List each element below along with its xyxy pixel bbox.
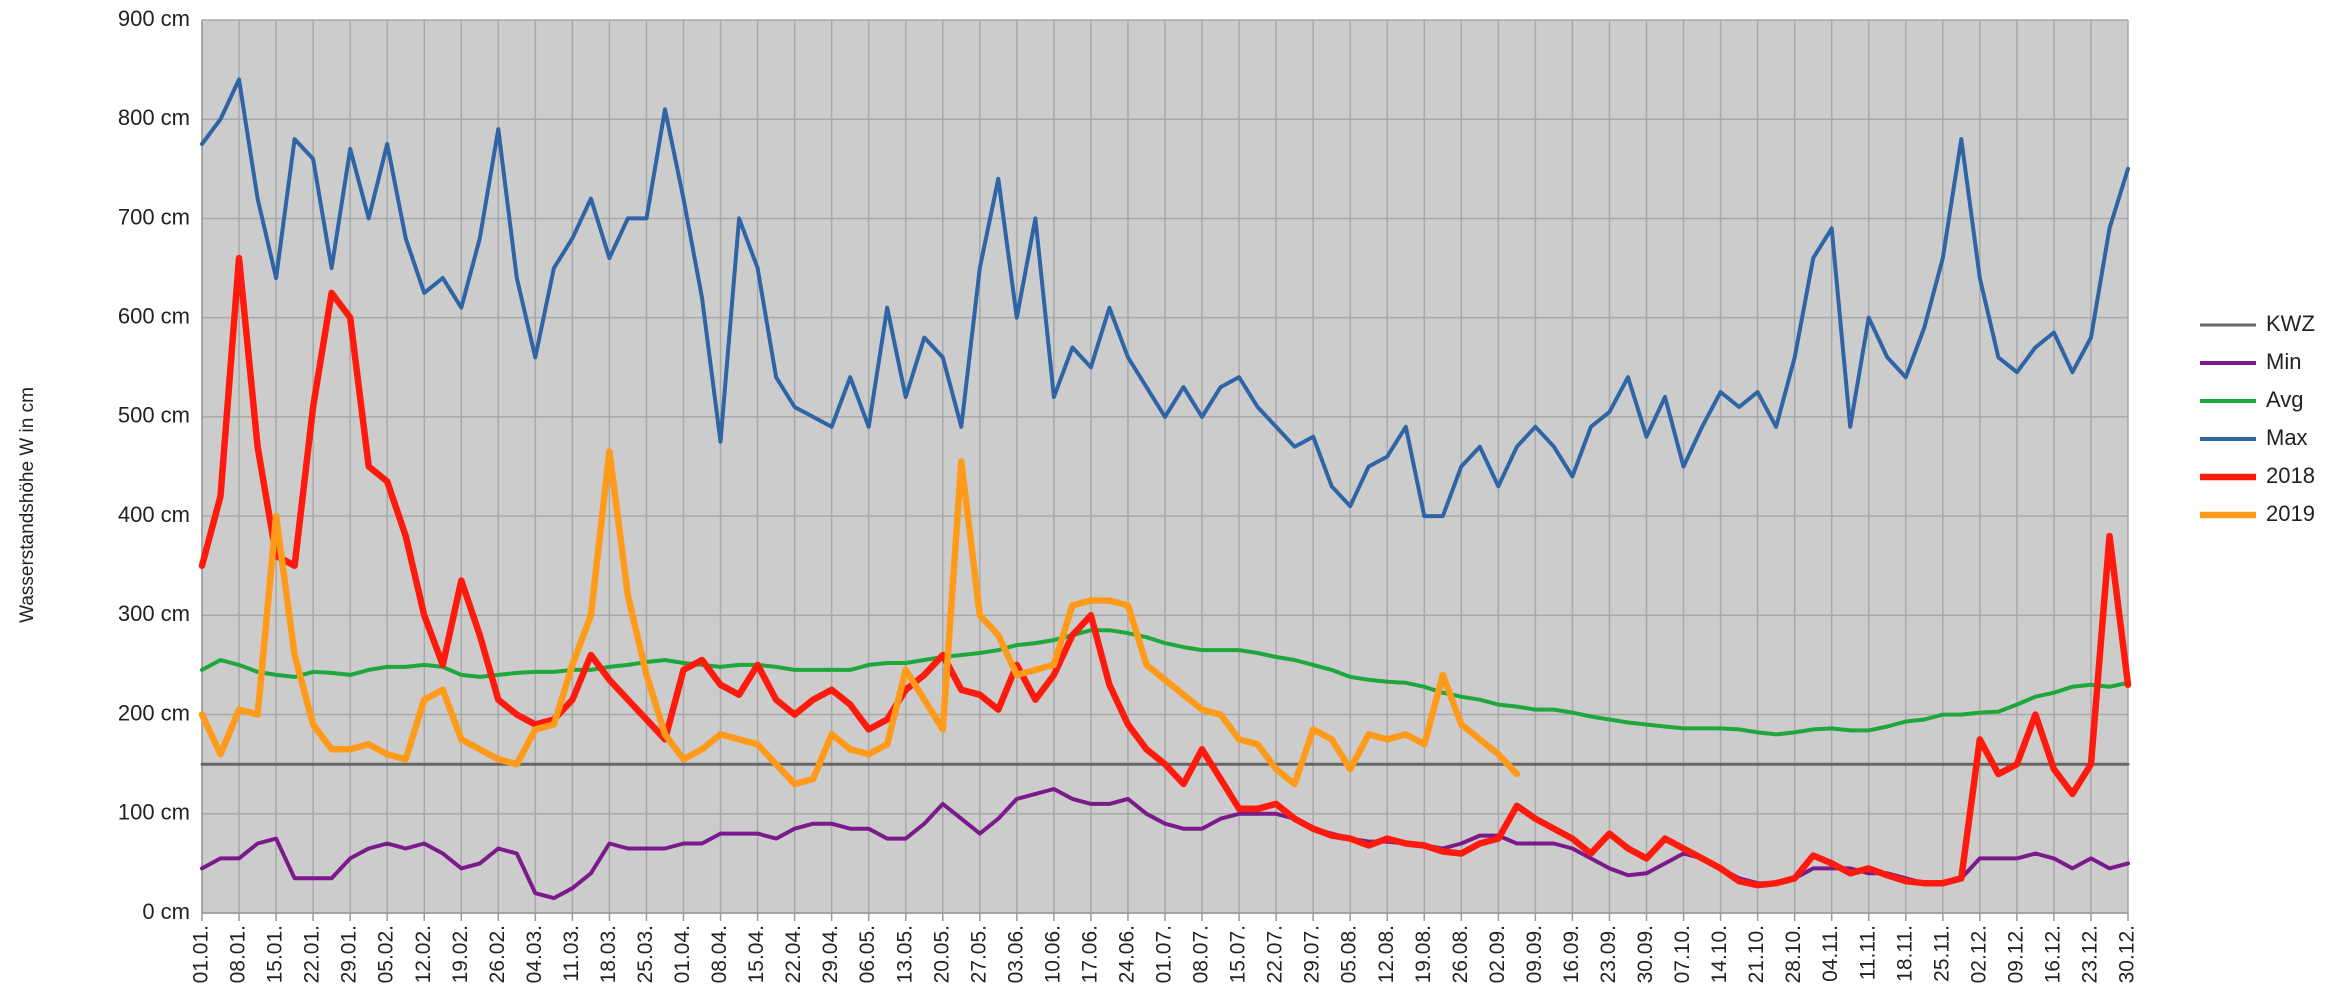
x-tick-label: 15.01. <box>264 925 287 983</box>
legend-label: Min <box>2266 349 2301 374</box>
x-tick-label: 18.03. <box>597 925 620 983</box>
x-tick-label: 11.03. <box>560 925 583 982</box>
x-tick-label: 02.12. <box>1967 925 1990 983</box>
x-tick-label: 15.04. <box>745 925 768 983</box>
x-tick-label: 02.09. <box>1486 925 1509 983</box>
x-tick-label: 30.09. <box>1634 925 1657 983</box>
x-tick-label: 24.06. <box>1116 925 1139 983</box>
x-tick-label: 16.12. <box>2041 925 2064 983</box>
series-line <box>198 448 1521 788</box>
x-tick-label: 05.08. <box>1338 925 1361 983</box>
x-tick-label: 23.09. <box>1597 925 1620 983</box>
x-tick-label: 22.07. <box>1264 925 1287 983</box>
x-tick-label: 07.10. <box>1671 925 1694 983</box>
x-tick-label: 18.11. <box>1893 925 1916 982</box>
legend-label: Avg <box>2266 387 2304 412</box>
legend-label: 2019 <box>2266 501 2315 526</box>
x-tick-label: 04.03. <box>523 925 546 983</box>
x-tick-label: 30.12. <box>2116 925 2139 983</box>
series-line <box>198 254 2132 889</box>
x-tick-label: 01.01. <box>190 925 213 983</box>
x-tick-label: 03.06. <box>1004 925 1027 983</box>
x-tick-label: 21.10. <box>1745 925 1768 983</box>
y-tick-label: 400 cm <box>118 502 190 527</box>
y-tick-label: 600 cm <box>118 303 190 328</box>
x-tick-label: 01.07. <box>1153 925 1176 983</box>
x-tick-label: 27.05. <box>967 925 990 983</box>
y-tick-label: 800 cm <box>118 105 190 130</box>
x-tick-label: 09.12. <box>2004 925 2027 983</box>
x-tick-label: 13.05. <box>893 925 916 983</box>
x-tick-label: 05.02. <box>375 925 398 983</box>
y-tick-label: 900 cm <box>118 6 190 31</box>
x-tick-label: 11.11. <box>1856 925 1879 980</box>
x-tick-label: 28.10. <box>1782 925 1805 983</box>
x-tick-label: 09.09. <box>1523 925 1546 983</box>
x-tick-label: 29.04. <box>819 925 842 983</box>
y-tick-label: 0 cm <box>142 899 190 924</box>
x-tick-label: 15.07. <box>1227 925 1250 983</box>
x-tick-label: 26.08. <box>1449 925 1472 983</box>
y-tick-label: 700 cm <box>118 204 190 229</box>
x-tick-label: 25.11. <box>1930 925 1953 982</box>
x-tick-label: 06.05. <box>856 925 879 983</box>
x-tick-label: 08.04. <box>708 925 731 983</box>
x-tick-label: 29.07. <box>1301 925 1324 983</box>
x-tick-label: 26.02. <box>486 925 509 983</box>
legend-label: KWZ <box>2266 311 2315 336</box>
x-tick-label: 12.02. <box>412 925 435 983</box>
x-tick-label: 25.03. <box>634 925 657 983</box>
x-tick-label: 29.01. <box>338 925 361 983</box>
y-tick-label: 100 cm <box>118 800 190 825</box>
x-tick-label: 04.11. <box>1819 925 1842 982</box>
x-tick-label: 19.02. <box>449 925 472 983</box>
series-line <box>200 77 2130 519</box>
series-line <box>200 787 2130 901</box>
x-tick-label: 22.04. <box>782 925 805 983</box>
series-line <box>200 628 2130 737</box>
x-tick-label: 17.06. <box>1078 925 1101 983</box>
x-tick-label: 08.01. <box>227 925 250 983</box>
x-tick-label: 10.06. <box>1041 925 1064 983</box>
x-tick-label: 22.01. <box>301 925 324 983</box>
y-axis-title: Wasserstandshöhe W in cm <box>17 387 38 623</box>
x-tick-label: 20.05. <box>930 925 953 983</box>
x-tick-label: 16.09. <box>1560 925 1583 983</box>
legend-label: 2018 <box>2266 463 2315 488</box>
y-tick-label: 300 cm <box>118 601 190 626</box>
legend-label: Max <box>2266 425 2308 450</box>
x-tick-label: 19.08. <box>1412 925 1435 983</box>
x-tick-label: 08.07. <box>1190 925 1213 983</box>
x-tick-label: 01.04. <box>671 925 694 983</box>
x-tick-label: 12.08. <box>1375 925 1398 983</box>
x-tick-label: 23.12. <box>2079 925 2102 983</box>
y-tick-label: 200 cm <box>118 700 190 725</box>
y-tick-label: 500 cm <box>118 403 190 428</box>
x-tick-label: 14.10. <box>1708 925 1731 983</box>
